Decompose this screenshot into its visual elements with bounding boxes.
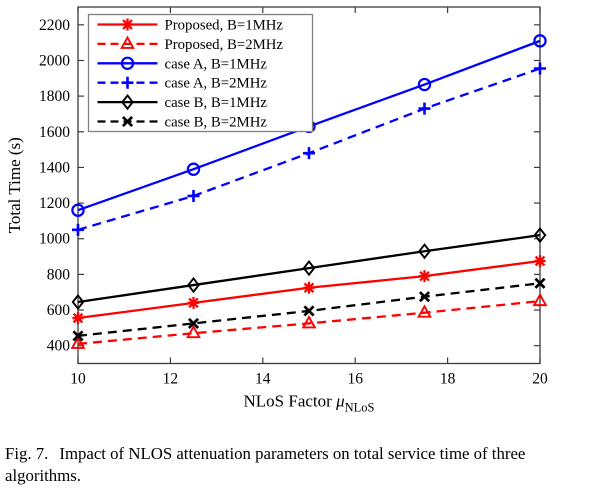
x-marker [534,277,546,289]
x-marker [187,317,200,329]
triangle-marker [532,292,548,307]
asterisk-marker [418,270,431,283]
x-tick-label: 18 [440,371,456,388]
legend-label: Proposed, B=2MHz [165,37,284,53]
legend-box [87,13,314,133]
x-axis-label: NLoS Factor μNLoS [244,392,375,415]
plus-marker [72,223,84,236]
diamond-marker [418,243,431,260]
y-tick-label: 1400 [39,159,70,176]
series-case-a-b-2mhz [72,62,546,236]
legend-label: case B, B=1MHz [165,95,268,111]
x-marker [303,305,315,317]
legend-label: case B, B=2MHz [165,115,268,131]
diamond-marker [533,227,547,244]
series-line [77,234,541,304]
series-proposed-b-1mhz [72,255,546,325]
circle-marker [533,34,547,48]
circle-marker [120,56,135,71]
triangle-marker [301,315,317,329]
x-tick-label: 12 [163,371,179,388]
plus-marker [187,189,200,202]
x-tick-label: 16 [347,371,363,388]
asterisk-marker [121,18,134,31]
triangle-marker [120,35,135,49]
y-tick-label: 600 [47,302,71,319]
caption-number: Fig. 7. [5,444,49,463]
diamond-marker [121,93,134,111]
y-tick-label: 1000 [39,231,70,248]
y-axis-label: Total Time (s) [5,137,24,233]
plus-marker [534,62,546,75]
legend-label: Proposed, B=1MHz [165,18,284,34]
circle-marker [417,77,432,92]
y-tick-label: 1200 [39,195,70,212]
series-case-b-b-2mhz [72,277,546,342]
series-case-b-b-1mhz [71,227,547,311]
x-marker [72,330,84,342]
y-tick-label: 2200 [39,17,70,34]
series-proposed-b-2mhz [70,292,548,349]
caption-text: Impact of NLOS attenuation parameters on… [5,444,526,485]
circle-marker [186,162,201,176]
plus-marker [121,76,134,89]
diamond-marker [302,260,316,277]
y-tick-label: 800 [47,266,71,283]
plot-frame [77,6,541,365]
x-tick-label: 20 [532,371,548,388]
diamond-marker [71,293,85,311]
x-marker [121,115,134,128]
diamond-marker [187,276,200,294]
asterisk-marker [72,312,84,325]
x-tick-label: 14 [255,371,271,388]
circle-marker [71,203,85,217]
legend-label: case A, B=1MHz [165,56,268,72]
figure-caption: Fig. 7. Impact of NLOS attenuation parame… [5,443,595,487]
asterisk-marker [534,255,546,268]
y-tick-label: 1600 [39,124,70,141]
y-tick-label: 1800 [39,88,70,105]
x-marker [418,291,431,303]
asterisk-marker [303,281,315,294]
asterisk-marker [187,296,200,309]
y-tick-label: 2000 [39,52,70,69]
triangle-marker [186,324,201,339]
triangle-marker [70,335,86,349]
line-chart: 10 12 14 16 18 20 400 600 800 1000 1200 1400 1600 180… [5,6,548,415]
plus-marker [418,102,431,115]
legend: Proposed, B=1MHz Proposed, B=2MHz case A, … [87,13,314,133]
x-tick-label: 10 [70,371,86,388]
legend-label: case A, B=2MHz [165,76,268,92]
plus-marker [303,147,315,160]
y-tick-label: 400 [47,338,71,355]
series-line [77,299,541,346]
triangle-marker [417,304,432,318]
